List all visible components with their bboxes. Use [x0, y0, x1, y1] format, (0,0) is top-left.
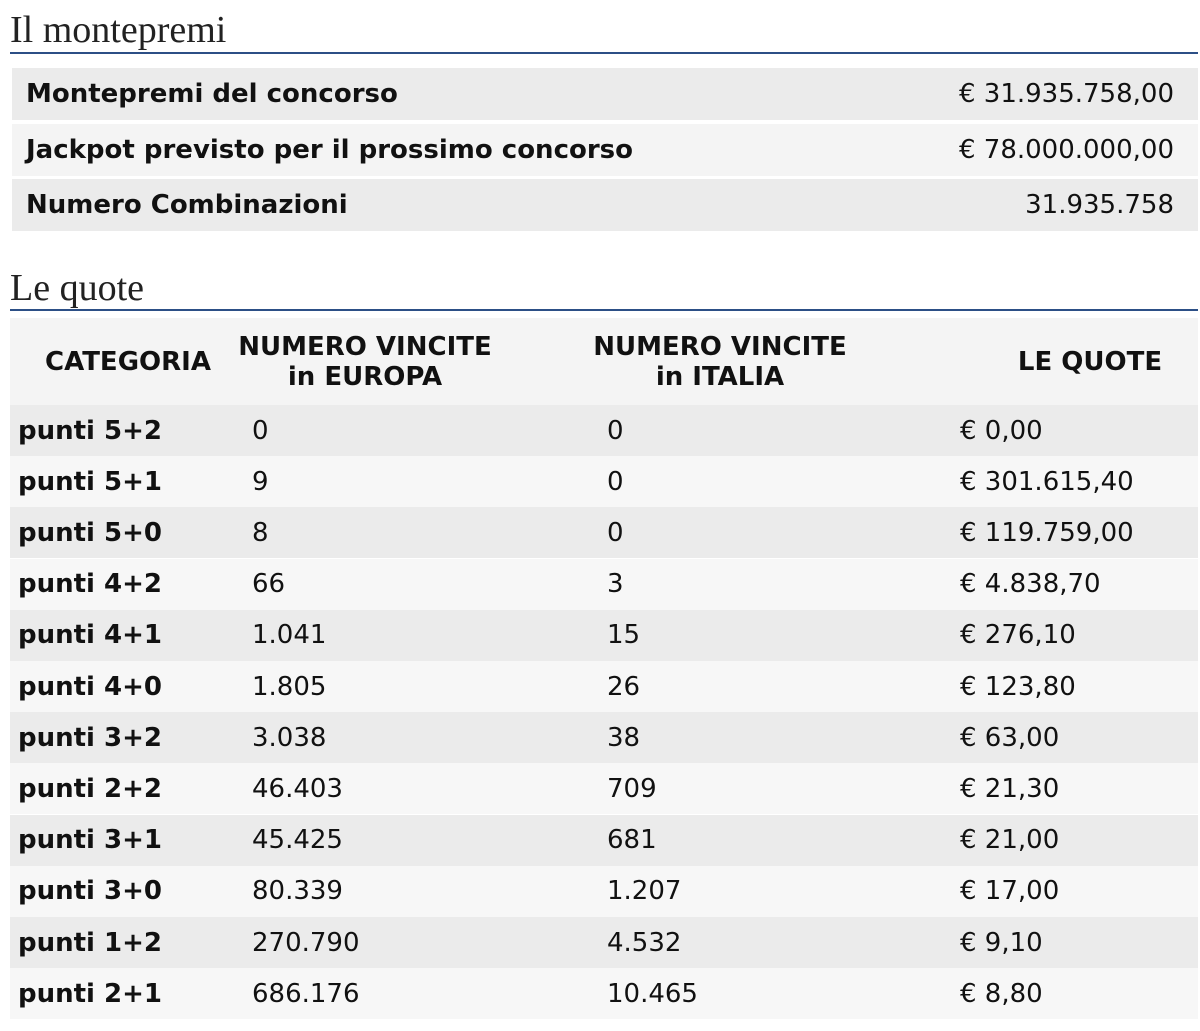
cell-value: € 8,80: [960, 978, 1043, 1009]
column-header: CATEGORIA: [45, 346, 211, 377]
category: punti 3+2: [18, 722, 162, 753]
cell-value: 1.805: [252, 671, 327, 702]
table-row: punti 1+2 270.790 4.532 € 9,10: [10, 917, 1198, 968]
title-rule: [10, 52, 1198, 54]
cell-value: € 21,00: [960, 825, 1060, 856]
cell-value: € 63,00: [960, 722, 1060, 753]
cell-value: 3.038: [252, 722, 327, 753]
cell-value: € 276,10: [960, 620, 1076, 651]
category: punti 4+2: [18, 569, 162, 600]
category: punti 3+1: [18, 825, 162, 856]
table-row: Numero Combinazioni 31.935.758: [12, 179, 1198, 231]
cell-value: 709: [607, 773, 657, 804]
cell-value: 38: [607, 722, 641, 753]
category: punti 4+0: [18, 671, 162, 702]
cell-value: 681: [607, 825, 657, 856]
section-title: Le quote: [10, 267, 145, 309]
cell-value: 66: [252, 569, 286, 600]
row-label: Montepremi del concorso: [26, 79, 398, 109]
table-row: punti 4+2 66 3 € 4.838,70: [10, 558, 1198, 610]
cell-value: 80.339: [252, 876, 343, 907]
cell-value: € 17,00: [960, 876, 1060, 907]
cell-value: € 9,10: [960, 927, 1043, 958]
section-title: Il montepremi: [10, 9, 227, 51]
category: punti 4+1: [18, 620, 162, 651]
table-row: punti 3+2 3.038 38 € 63,00: [10, 712, 1198, 764]
category: punti 5+0: [18, 517, 162, 548]
row-value: € 78.000.000,00: [958, 134, 1174, 165]
cell-value: 1.041: [252, 620, 327, 651]
cell-value: 26: [607, 671, 641, 702]
table-row: punti 3+0 80.339 1.207 € 17,00: [10, 865, 1198, 917]
category: punti 5+1: [18, 466, 162, 497]
cell-value: € 123,80: [960, 671, 1076, 702]
cell-value: 3: [607, 569, 624, 600]
cell-value: € 0,00: [960, 415, 1043, 446]
header-row: CATEGORIA NUMERO VINCITE in EUROPA NUMERO …: [10, 318, 1198, 405]
title-rule: [10, 309, 1198, 311]
table-row: punti 5+0 8 0 € 119.759,00: [10, 507, 1198, 559]
cell-value: € 301.615,40: [960, 466, 1134, 497]
column-header: NUMERO VINCITE in EUROPA: [238, 331, 492, 392]
table-row: punti 2+2 46.403 709 € 21,30: [10, 763, 1198, 815]
column-header: LE QUOTE: [1017, 346, 1163, 377]
table-row: punti 2+1 686.176 10.465 € 8,80: [10, 968, 1198, 1020]
cell-value: 270.790: [252, 927, 360, 958]
table-row: punti 4+0 1.805 26 € 123,80: [10, 661, 1198, 712]
row-value: € 31.935.758,00: [958, 79, 1174, 109]
cell-value: € 119.759,00: [960, 517, 1134, 548]
row-label: Jackpot previsto per il prossimo concors…: [26, 134, 634, 165]
category: punti 3+0: [18, 876, 162, 907]
cell-value: 46.403: [252, 773, 343, 804]
category: punti 2+1: [18, 978, 162, 1009]
cell-value: 8: [252, 517, 269, 548]
cell-value: 4.532: [607, 927, 682, 958]
cell-value: 686.176: [252, 978, 360, 1009]
table-row: Montepremi del concorso € 31.935.758,00: [12, 68, 1198, 120]
category: punti 1+2: [18, 927, 162, 958]
table-row: punti 3+1 45.425 681 € 21,00: [10, 814, 1198, 866]
cell-value: 1.207: [607, 876, 682, 907]
table-row: punti 5+2 0 0 € 0,00: [10, 405, 1198, 456]
cell-value: 10.465: [607, 978, 698, 1009]
table-row: punti 5+1 9 0 € 301.615,40: [10, 456, 1198, 508]
category: punti 5+2: [18, 415, 162, 446]
cell-value: 0: [607, 517, 624, 548]
cell-value: 0: [607, 466, 624, 497]
row-label: Numero Combinazioni: [26, 190, 348, 220]
row-value: 31.935.758: [1025, 190, 1174, 220]
cell-value: € 21,30: [960, 773, 1060, 804]
category: punti 2+2: [18, 773, 162, 804]
cell-value: 0: [607, 415, 624, 446]
cell-value: 9: [252, 466, 269, 497]
table-row: Jackpot previsto per il prossimo concors…: [12, 123, 1198, 176]
cell-value: 45.425: [252, 825, 343, 856]
cell-value: 0: [252, 415, 269, 446]
cell-value: 15: [607, 620, 641, 651]
table-row: punti 4+1 1.041 15 € 276,10: [10, 609, 1198, 661]
column-header: NUMERO VINCITE in ITALIA: [593, 331, 847, 392]
cell-value: € 4.838,70: [960, 569, 1101, 600]
